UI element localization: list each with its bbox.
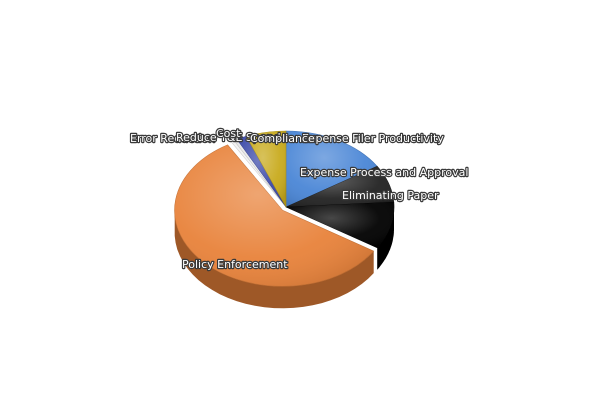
pie-label-1: Expense Process and Approval bbox=[300, 166, 468, 179]
pie-label-4: Error Reduction bbox=[130, 132, 215, 145]
pie-label-3: Policy Enforcement bbox=[182, 258, 288, 271]
pie-slice-highlight-3 bbox=[174, 144, 374, 287]
pie-label-7: Compliance bbox=[250, 132, 315, 145]
pie-slice-highlight-0 bbox=[286, 131, 378, 207]
pie-label-5: Reduce T&E Spend bbox=[176, 131, 281, 144]
pie-wall-3 bbox=[174, 213, 374, 309]
pie-labels: Expense Filer Productivity Expense Proces… bbox=[129, 126, 470, 272]
pie-slice-highlight-5 bbox=[234, 139, 286, 207]
pie-label-2: Eliminating Paper bbox=[342, 189, 439, 202]
pie-side-walls bbox=[174, 205, 394, 309]
pie-slice-highlight-2 bbox=[286, 202, 395, 248]
pie-slice-highlight-6 bbox=[237, 136, 286, 207]
pie-label-0: Expense Filer Productivity bbox=[302, 132, 444, 145]
pie-slice-highlight-4 bbox=[231, 140, 286, 207]
pie-slices bbox=[174, 130, 395, 287]
pie-slice-highlight-1 bbox=[286, 166, 394, 207]
pie-wall-2 bbox=[377, 205, 394, 270]
pie-slice-highlight-7 bbox=[246, 130, 286, 207]
pie-label-6: Cost bbox=[216, 127, 241, 140]
